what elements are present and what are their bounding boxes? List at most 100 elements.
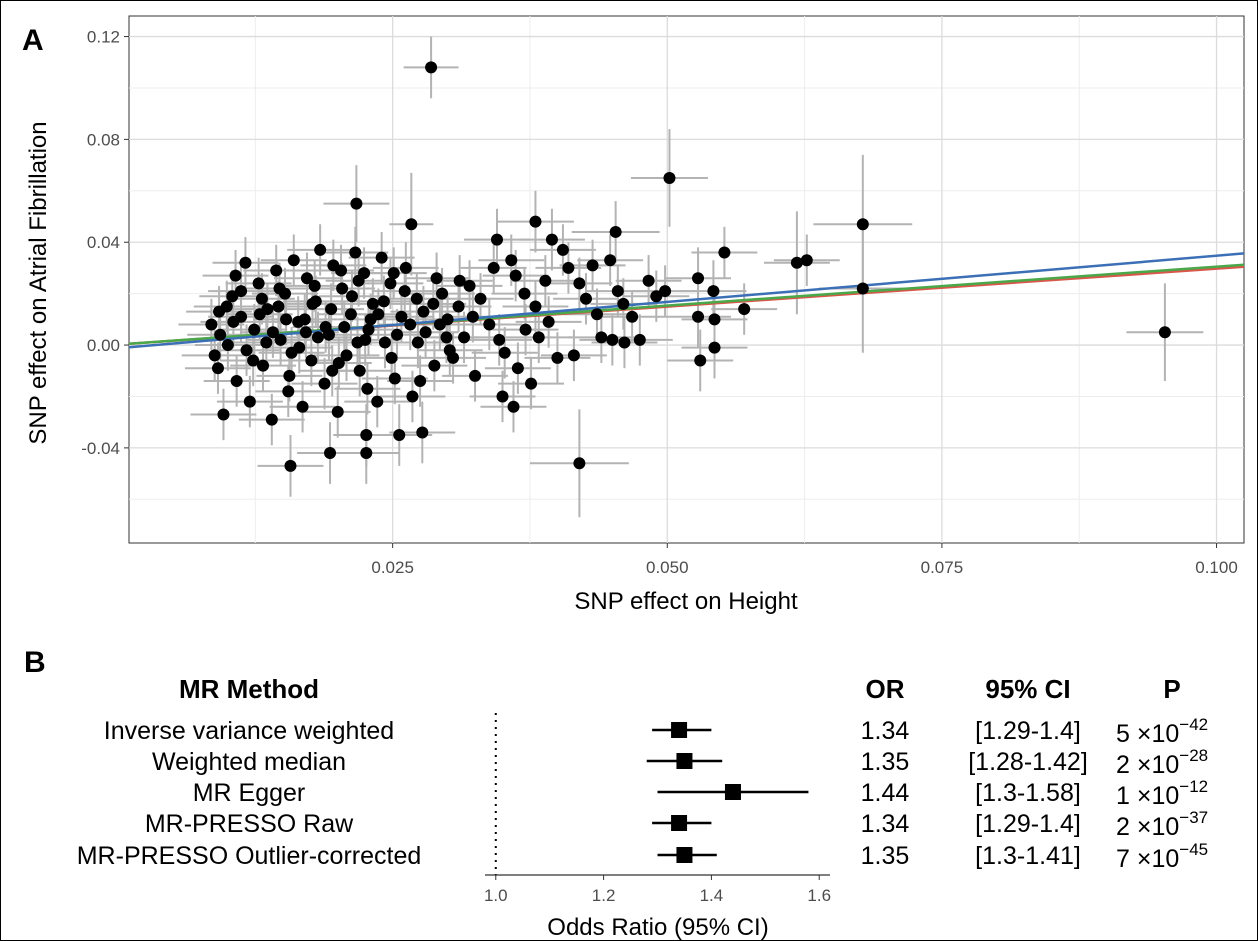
method-label: MR-PRESSO Raw bbox=[145, 810, 354, 838]
data-point bbox=[458, 331, 471, 344]
data-point bbox=[856, 282, 869, 295]
data-point bbox=[529, 300, 542, 313]
data-point bbox=[433, 318, 446, 331]
panel-a-label: A bbox=[22, 24, 44, 57]
data-point bbox=[708, 313, 721, 326]
or-value: 1.44 bbox=[861, 779, 910, 807]
data-point bbox=[260, 336, 273, 349]
ci-value: [1.3-1.58] bbox=[975, 779, 1081, 807]
data-point bbox=[419, 326, 432, 339]
regression-lines bbox=[128, 252, 1245, 349]
data-point bbox=[230, 375, 243, 388]
data-point bbox=[692, 272, 705, 285]
data-point bbox=[562, 261, 575, 274]
data-point bbox=[211, 362, 224, 375]
data-point bbox=[708, 341, 721, 354]
data-point bbox=[545, 233, 558, 246]
data-point bbox=[579, 292, 592, 305]
p-value: 1 ×10−12 bbox=[1116, 777, 1208, 810]
data-point bbox=[326, 364, 339, 377]
data-point bbox=[398, 285, 411, 298]
data-point bbox=[463, 279, 476, 292]
data-point bbox=[248, 323, 261, 336]
data-point bbox=[336, 282, 349, 295]
data-point bbox=[663, 171, 676, 184]
data-point bbox=[266, 326, 279, 339]
data-point bbox=[551, 351, 564, 364]
data-point bbox=[466, 310, 479, 323]
header-ci: 95% CI bbox=[985, 674, 1070, 704]
p-value: 7 ×10−45 bbox=[1116, 840, 1208, 873]
method-label: MR Egger bbox=[193, 779, 306, 807]
or-value: 1.35 bbox=[861, 748, 910, 776]
data-point bbox=[529, 215, 542, 228]
data-point bbox=[694, 354, 707, 367]
x-tick-label: 0.050 bbox=[646, 558, 689, 577]
data-point bbox=[617, 297, 630, 310]
data-point bbox=[361, 382, 374, 395]
data-point bbox=[346, 290, 358, 303]
data-point bbox=[360, 429, 373, 442]
data-point bbox=[372, 308, 385, 321]
data-point bbox=[255, 292, 268, 305]
axis-ticks: 0.025 0.050 0.075 0.100 -0.04 0.00 0.04 0.08 0.1… bbox=[81, 28, 1238, 577]
forest-x-axis-title: Odds Ratio (95% CI) bbox=[547, 914, 768, 941]
data-point bbox=[1158, 326, 1171, 339]
data-point bbox=[469, 369, 482, 382]
data-point bbox=[414, 375, 427, 388]
data-point bbox=[452, 300, 465, 313]
p-value: 2 ×10−28 bbox=[1116, 746, 1208, 779]
data-point bbox=[270, 264, 283, 277]
ci-value: [1.28-1.42] bbox=[968, 748, 1088, 776]
data-point bbox=[391, 328, 404, 341]
data-point bbox=[483, 318, 496, 331]
data-point bbox=[595, 331, 608, 344]
data-point bbox=[738, 303, 751, 316]
data-point bbox=[349, 246, 362, 259]
data-point bbox=[360, 447, 373, 460]
data-point bbox=[430, 272, 443, 285]
data-point bbox=[284, 459, 297, 472]
data-point bbox=[338, 321, 351, 334]
data-point bbox=[507, 400, 520, 413]
data-point bbox=[718, 246, 731, 259]
data-point bbox=[474, 292, 487, 305]
data-point bbox=[511, 362, 524, 375]
data-point bbox=[428, 359, 441, 372]
data-point bbox=[609, 225, 622, 238]
data-point bbox=[235, 285, 248, 298]
data-points bbox=[205, 61, 1171, 472]
y-tick-label: -0.04 bbox=[81, 439, 120, 458]
method-label: Weighted median bbox=[152, 748, 346, 776]
or-marker bbox=[676, 753, 693, 769]
data-point bbox=[353, 364, 366, 377]
y-tick-label: 0.04 bbox=[87, 233, 120, 252]
forest-rows: Inverse variance weighted 1.34 [1.29-1.4] 5… bbox=[77, 713, 1208, 875]
data-point bbox=[299, 326, 312, 339]
data-point bbox=[298, 313, 311, 326]
data-point bbox=[226, 290, 239, 303]
ci-value: [1.29-1.4] bbox=[975, 810, 1081, 838]
data-point bbox=[518, 287, 531, 300]
data-point bbox=[626, 310, 639, 323]
data-point bbox=[453, 274, 466, 287]
forest-tick-label: 1.6 bbox=[807, 886, 831, 905]
data-point bbox=[642, 274, 655, 287]
data-point bbox=[239, 256, 252, 269]
data-point bbox=[410, 292, 423, 305]
data-point bbox=[335, 264, 348, 277]
data-point bbox=[378, 336, 391, 349]
data-point bbox=[300, 272, 313, 285]
data-point bbox=[405, 218, 418, 231]
data-point bbox=[487, 261, 500, 274]
y-tick-label: 0.12 bbox=[87, 28, 120, 47]
data-point bbox=[443, 344, 456, 357]
data-point bbox=[350, 197, 363, 210]
or-marker bbox=[676, 847, 693, 863]
data-point bbox=[319, 321, 332, 334]
data-point bbox=[532, 331, 545, 344]
data-point bbox=[296, 400, 309, 413]
data-point bbox=[425, 61, 438, 74]
data-point bbox=[395, 310, 408, 323]
data-point bbox=[293, 341, 306, 354]
